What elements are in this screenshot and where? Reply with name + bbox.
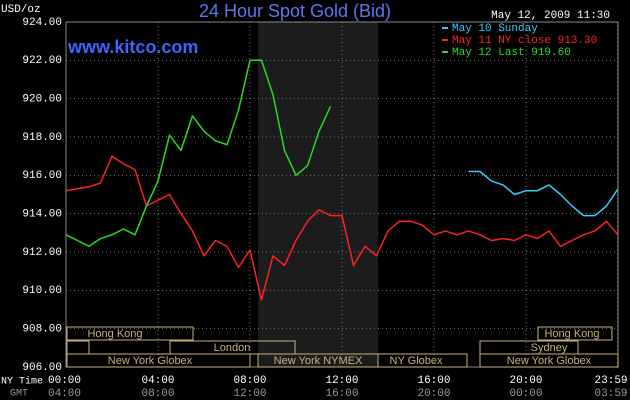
session-label: New York Globex xyxy=(507,355,592,367)
y-tick-label: 912.00 xyxy=(22,247,62,259)
y-tick-label: 910.00 xyxy=(22,285,62,297)
series-line xyxy=(468,170,619,217)
series-line xyxy=(65,59,332,248)
y-tick-label: 918.00 xyxy=(22,132,62,144)
x2-tick-label: 03:59 xyxy=(595,388,628,400)
chart-title: 24 Hour Spot Gold (Bid) xyxy=(199,1,391,21)
x2-tick-label: 00:00 xyxy=(509,388,542,400)
session-box xyxy=(66,353,251,368)
nymex-shade xyxy=(258,22,378,367)
series-line xyxy=(65,155,619,301)
session-label: New York NYMEX xyxy=(274,355,363,367)
x-tick-label: 08:00 xyxy=(233,375,266,387)
session-label: Hong Kong xyxy=(544,328,599,340)
x2-tick-label: 04:00 xyxy=(48,388,81,400)
y-tick-label: 920.00 xyxy=(22,94,62,106)
session-label: NY Globex xyxy=(390,355,443,367)
x-tick-label: 20:00 xyxy=(509,375,542,387)
timestamp: May 12, 2009 11:30 xyxy=(491,10,610,22)
session-label: London xyxy=(214,342,251,354)
session-label: Hong Kong xyxy=(87,328,142,340)
y-tick-label: 922.00 xyxy=(22,55,62,67)
y-axis-label: USD/oz xyxy=(1,4,41,16)
session-box xyxy=(479,353,619,368)
x-tick-label: 00:00 xyxy=(48,375,81,387)
legend-label: May 12 Last 919.60 xyxy=(452,47,571,59)
session-box xyxy=(377,353,468,368)
session-box xyxy=(66,326,194,341)
x-row-label: NY Time xyxy=(1,376,43,388)
y-tick-label: 924.00 xyxy=(22,17,62,29)
x2-tick-label: 08:00 xyxy=(141,388,174,400)
x-tick-label: 23:59 xyxy=(595,375,628,387)
x2-row-label: GMT xyxy=(10,389,28,400)
legend-label: May 11 NY close 913.30 xyxy=(452,35,597,47)
x-tick-label: 12:00 xyxy=(325,375,358,387)
y-tick-label: 906.00 xyxy=(22,362,62,374)
session-box xyxy=(537,326,613,341)
sessions: Hong Kong London New York Globex New Yor… xyxy=(66,326,619,368)
y-tick-label: 914.00 xyxy=(22,209,62,221)
x2-tick-label: 12:00 xyxy=(233,388,266,400)
x2-tick-label: 16:00 xyxy=(325,388,358,400)
session-label: Sydney xyxy=(531,342,568,354)
x2-tick-label: 20:00 xyxy=(417,388,450,400)
y-tick-label: 908.00 xyxy=(22,324,62,336)
lines xyxy=(65,59,619,301)
session-box xyxy=(66,340,90,355)
y-tick-label: 916.00 xyxy=(22,170,62,182)
x-tick-label: 04:00 xyxy=(141,375,174,387)
x-tick-label: 16:00 xyxy=(417,375,450,387)
watermark: www.kitco.com xyxy=(67,37,198,57)
session-label: New York Globex xyxy=(108,355,193,367)
legend-label: May 10 Sunday xyxy=(452,23,538,35)
